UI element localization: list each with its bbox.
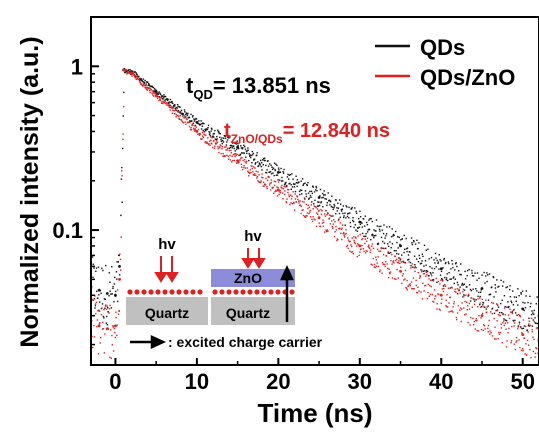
data-point-qdszno-16 xyxy=(521,333,525,336)
x-tick-label: 10 xyxy=(185,369,209,394)
hv-label-right: hv xyxy=(244,228,262,245)
zno-label: ZnO xyxy=(234,270,262,286)
hv-arrows-left xyxy=(154,256,179,283)
zno-layer xyxy=(211,269,295,287)
x-axis-title: Time (ns) xyxy=(257,398,372,428)
data-point-qdszno-3 xyxy=(114,324,117,328)
data-point-qds-16 xyxy=(521,307,525,311)
hv-label-left: hv xyxy=(158,236,176,253)
series-qds-points xyxy=(91,67,539,332)
data-point-qdszno-11 xyxy=(317,216,321,220)
series-texture-qds xyxy=(91,67,539,332)
plot-frame xyxy=(90,16,539,366)
x-tick-label: 30 xyxy=(348,369,372,394)
data-point-qdszno-9 xyxy=(236,159,240,163)
quartz-label-left: Quartz xyxy=(145,305,189,321)
hv-arrows-right xyxy=(241,248,266,269)
x-tick-label: 0 xyxy=(109,369,121,394)
data-point-qdszno-13 xyxy=(399,269,402,273)
y-axis-title: Normalized intensity (a.u.) xyxy=(16,36,44,347)
series-qdszno-points xyxy=(91,68,539,361)
legend: QDs QDs/ZnO xyxy=(375,35,515,90)
y-tick-label: 0.1 xyxy=(52,218,83,243)
series-texture-qdszno xyxy=(91,68,539,361)
data-point-qdszno-14 xyxy=(439,293,443,297)
qd-layer-right xyxy=(212,289,295,295)
svg-text:tZnO/QDs= 12.840 ns: tZnO/QDs= 12.840 ns xyxy=(224,120,390,146)
charge-arrow-caption: : excited charge carrier xyxy=(168,334,323,350)
legend-label-qdszno: QDs/ZnO xyxy=(420,65,515,90)
y-axis-ticks: 10.1 xyxy=(52,16,99,346)
charge-arrow-legend xyxy=(130,335,167,349)
quartz-label-right: Quartz xyxy=(226,305,270,321)
svg-text:tQD= 13.851 ns: tQD= 13.851 ns xyxy=(186,73,331,102)
data-point-qds-14 xyxy=(439,267,443,271)
annotation-tau-qd: tQD= 13.851 ns xyxy=(186,73,331,102)
charge-arrow-vertical xyxy=(280,264,294,322)
data-point-qdszno-15 xyxy=(480,314,484,318)
data-point-qds-11 xyxy=(317,196,321,199)
data-point-qds-10 xyxy=(276,171,280,174)
quartz-substrate-right xyxy=(211,297,295,325)
x-tick-label: 50 xyxy=(510,369,534,394)
data-point-qdszno-4 xyxy=(118,278,121,281)
x-tick-label: 40 xyxy=(429,369,453,394)
quartz-substrate-left xyxy=(126,297,208,325)
data-point-qdszno-10 xyxy=(276,188,280,192)
y-tick-label: 1 xyxy=(71,54,83,79)
data-point-qdszno-1 xyxy=(97,324,101,328)
annotation-tau-zno: tZnO/QDs= 12.840 ns xyxy=(224,120,390,146)
data-point-qds-2 xyxy=(105,292,109,295)
data-point-qds-4 xyxy=(118,265,121,268)
inset-schematic: Quartz hv ZnO Quartz hv : excited charge… xyxy=(126,228,323,350)
legend-label-qds: QDs xyxy=(420,35,465,60)
x-axis-ticks: 0 10 20 30 40 50 xyxy=(109,358,535,394)
qd-layer-left xyxy=(127,289,203,295)
x-tick-label: 20 xyxy=(266,369,290,394)
